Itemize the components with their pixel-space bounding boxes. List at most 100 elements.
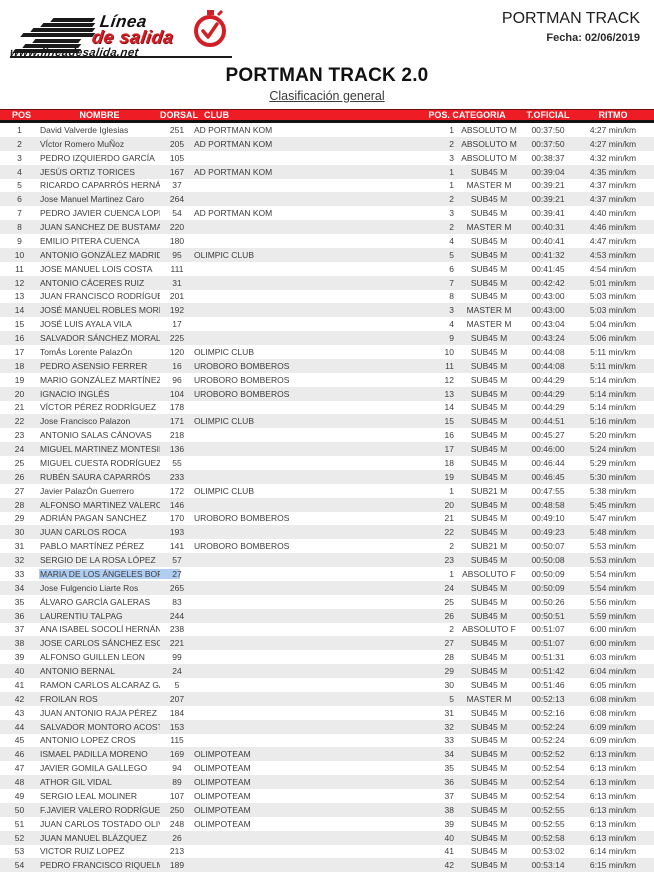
- cell-official-time: 00:44:29: [531, 402, 565, 413]
- cell-category: SUB45 M: [470, 666, 508, 677]
- cell-pace: 6:13 min/km: [589, 818, 637, 829]
- cell-dorsal: 24: [172, 666, 182, 677]
- cell-pace: 4:47 min/km: [589, 235, 637, 246]
- cell-dorsal: 94: [172, 763, 182, 774]
- linea-de-salida-logo: Línea de salida www.lineadesalida.net: [8, 5, 233, 61]
- cell-official-time: 00:52:58: [531, 832, 565, 843]
- cell-category-position: 24: [444, 582, 454, 593]
- cell-runner-name: JUAN ANTONIO RAJA PÉREZ: [40, 707, 157, 718]
- cell-dorsal: 193: [169, 527, 185, 538]
- cell-dorsal: 16: [172, 360, 182, 371]
- cell-runner-name: ÁLVARO GARCÍA GALERAS: [40, 596, 151, 607]
- cell-category: SUB45 M: [470, 679, 508, 690]
- cell-dorsal: 115: [170, 735, 184, 746]
- cell-category: SUB45 M: [470, 707, 508, 718]
- cell-category: SUB45 M: [470, 804, 508, 815]
- cell-pace: 5:56 min/km: [589, 596, 637, 607]
- cell-category: SUB45 M: [470, 333, 508, 344]
- cell-official-time: 00:51:46: [531, 679, 565, 690]
- table-row: 41 RAMON CARLOS ALCARAZ GAR 5 30 SUB45 M…: [0, 678, 654, 692]
- cell-dorsal: 218: [169, 430, 185, 441]
- cell-dorsal: 178: [169, 402, 185, 413]
- cell-club: OLIMPOTEAM: [194, 777, 251, 788]
- cell-category: SUB45 M: [470, 263, 508, 274]
- cell-dorsal: 265: [169, 582, 185, 593]
- cell-position: 34: [14, 582, 25, 593]
- table-row: 53 VICTOR RUIZ LOPEZ 213 41 SUB45 M 00:5…: [0, 845, 654, 859]
- cell-pace: 6:03 min/km: [589, 652, 637, 663]
- cell-pace: 6:09 min/km: [589, 721, 637, 732]
- cell-category: SUB21 M: [470, 541, 508, 552]
- cell-position: 2: [17, 138, 22, 149]
- stopwatch-icon: [194, 9, 226, 47]
- cell-category: SUB45 M: [470, 527, 508, 538]
- cell-pace: 5:30 min/km: [589, 471, 637, 482]
- cell-dorsal: 171: [169, 416, 185, 427]
- cell-category-position: 1: [449, 568, 454, 579]
- cell-official-time: 00:52:54: [531, 790, 565, 801]
- cell-category: SUB45 M: [470, 846, 508, 857]
- cell-category-position: 4: [449, 319, 454, 330]
- cell-runner-name: F.JAVIER VALERO RODRÍGUEZ: [40, 804, 160, 815]
- cell-dorsal: 26: [172, 832, 182, 843]
- cell-club: OLIMPOTEAM: [194, 790, 251, 801]
- cell-category: SUB45 M: [470, 388, 508, 399]
- cell-position: 43: [14, 707, 25, 718]
- cell-category-position: 17: [444, 444, 454, 455]
- cell-runner-name: ATHOR GIL VIDAL: [40, 777, 112, 788]
- cell-position: 53: [14, 846, 25, 857]
- cell-dorsal: 37: [172, 180, 182, 191]
- cell-pace: 6:04 min/km: [589, 666, 637, 677]
- cell-category-position: 41: [444, 846, 454, 857]
- cell-official-time: 00:50:09: [531, 568, 565, 579]
- cell-dorsal: 5: [174, 679, 180, 690]
- cell-category: SUB45 M: [470, 818, 508, 829]
- table-row: 40 ANTONIO BERNAL 24 29 SUB45 M 00:51:42…: [0, 664, 654, 678]
- cell-pace: 5:24 min/km: [589, 444, 637, 455]
- cell-runner-name: JAVIER GOMILA GALLEGO: [40, 763, 148, 774]
- cell-official-time: 00:43:24: [531, 333, 565, 344]
- speed-line: [50, 18, 96, 22]
- cell-runner-name: JUAN FRANCISCO RODRÍGUEZ: [40, 291, 160, 302]
- cell-category: SUB45 M: [470, 277, 508, 288]
- cell-category-position: 1: [449, 166, 454, 177]
- cell-category-position: 38: [444, 804, 454, 815]
- cell-dorsal: 201: [169, 291, 185, 302]
- cell-official-time: 00:44:51: [531, 416, 565, 427]
- cell-runner-name: ANTONIO BERNAL: [40, 666, 115, 677]
- cell-dorsal: 153: [169, 721, 185, 732]
- cell-pace: 5:16 min/km: [589, 416, 637, 427]
- cell-category-position: 35: [444, 763, 454, 774]
- cell-category-position: 2: [449, 541, 454, 552]
- cell-category-position: 14: [444, 402, 454, 413]
- cell-dorsal: 184: [169, 707, 185, 718]
- table-row: 23 ANTONIO SALAS CÁNOVAS 218 16 SUB45 M …: [0, 428, 654, 442]
- cell-dorsal: 213: [169, 846, 185, 857]
- cell-official-time: 00:38:37: [531, 152, 565, 163]
- cell-official-time: 00:53:02: [531, 846, 565, 857]
- cell-runner-name: ADRIÁN PAGAN SANCHEZ: [40, 513, 147, 524]
- cell-runner-name: JOSÉ LUIS AYALA VILA: [40, 319, 132, 330]
- cell-category-position: 36: [444, 777, 454, 788]
- cell-category: ABSOLUTO M: [461, 152, 517, 163]
- cell-club: AD PORTMAN KOM: [194, 138, 273, 149]
- cell-pace: 4:54 min/km: [589, 263, 637, 274]
- cell-official-time: 00:53:14: [531, 860, 565, 871]
- cell-category: ABSOLUTO F: [462, 624, 516, 635]
- table-row: 46 ISMAEL PADILLA MORENO 169 OLIMPOTEAM …: [0, 747, 654, 762]
- cell-dorsal: 141: [169, 541, 185, 552]
- cell-pace: 5:53 min/km: [589, 541, 637, 552]
- cell-runner-name: Javier PalazÓn Guerrero: [40, 485, 135, 496]
- cell-position: 5: [17, 180, 22, 191]
- cell-runner-name: MIGUEL CUESTA RODRÍGUEZ: [40, 457, 160, 468]
- cell-position: 17: [14, 346, 25, 357]
- table-row: 12 ANTONIO CÁCERES RUIZ 31 7 SUB45 M 00:…: [0, 275, 654, 290]
- cell-dorsal: 96: [172, 374, 182, 385]
- cell-club: UROBORO BOMBEROS: [194, 374, 290, 385]
- cell-official-time: 00:39:21: [531, 194, 565, 205]
- cell-pace: 5:11 min/km: [590, 360, 636, 371]
- table-row: 42 FROILAN ROS 207 5 MASTER M 00:52:13 6…: [0, 691, 654, 706]
- logo-text-desalida: de salida: [90, 27, 176, 47]
- cell-official-time: 00:45:27: [531, 430, 565, 441]
- column-header-dorsal: DORSAL: [160, 110, 198, 120]
